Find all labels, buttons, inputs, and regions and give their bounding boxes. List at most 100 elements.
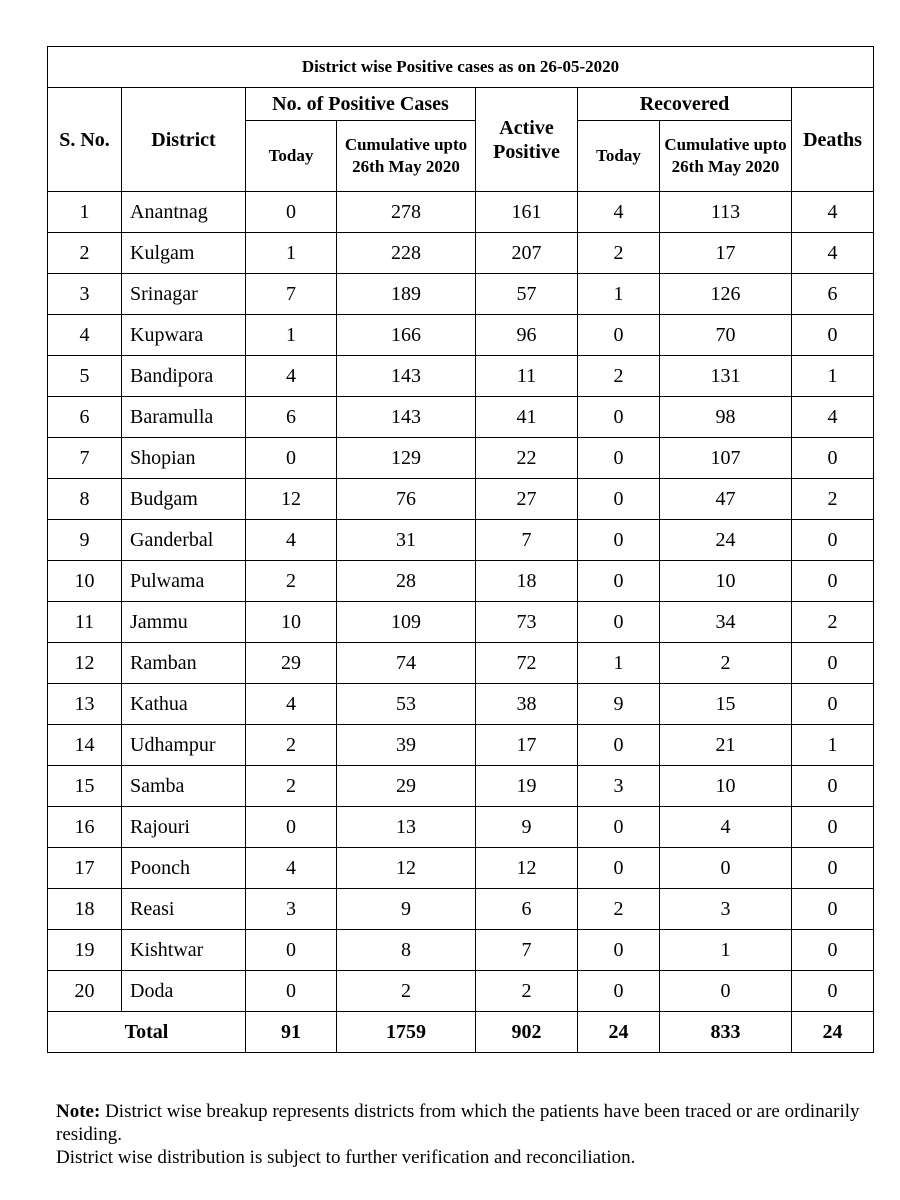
- cell-recovered-cumulative: 10: [659, 765, 792, 807]
- footnote-line-1: Note: District wise breakup represents d…: [56, 1100, 876, 1146]
- header-recovered-cumulative: Cumulative upto 26th May 2020: [659, 120, 792, 192]
- cell-recovered-today: 2: [577, 888, 660, 930]
- district-cases-table: District wise Positive cases as on 26-05…: [46, 46, 875, 1053]
- cell-positive-cumulative: 143: [336, 396, 476, 438]
- total-positive-cumulative: 1759: [336, 1011, 476, 1053]
- cell-district: Pulwama: [121, 560, 246, 602]
- cell-deaths: 1: [790, 355, 875, 397]
- cell-deaths: 0: [790, 683, 875, 725]
- header-recovered-today: Today: [577, 120, 660, 192]
- cell-sno: 17: [47, 847, 122, 889]
- header-district: District: [121, 87, 246, 192]
- cell-active: 9: [475, 806, 578, 848]
- cell-sno: 11: [47, 601, 122, 643]
- cell-sno: 15: [47, 765, 122, 807]
- cell-recovered-today: 1: [577, 273, 660, 315]
- cell-district: Srinagar: [121, 273, 246, 315]
- cell-sno: 3: [47, 273, 122, 315]
- cell-positive-cumulative: 129: [336, 437, 476, 479]
- cell-positive-cumulative: 74: [336, 642, 476, 684]
- cell-positive-today: 2: [245, 724, 337, 766]
- cell-recovered-cumulative: 10: [659, 560, 792, 602]
- cell-recovered-cumulative: 98: [659, 396, 792, 438]
- cell-recovered-today: 9: [577, 683, 660, 725]
- table-row: 11 Jammu 10 109 73 0 34 2: [47, 601, 875, 643]
- cell-recovered-today: 0: [577, 601, 660, 643]
- cell-district: Bandipora: [121, 355, 246, 397]
- cell-deaths: 0: [790, 765, 875, 807]
- table-row: 3 Srinagar 7 189 57 1 126 6: [47, 273, 875, 315]
- cell-active: 38: [475, 683, 578, 725]
- table-row: 1 Anantnag 0 278 161 4 113 4: [47, 191, 875, 233]
- cell-sno: 9: [47, 519, 122, 561]
- cell-sno: 6: [47, 396, 122, 438]
- table-row: 4 Kupwara 1 166 96 0 70 0: [47, 314, 875, 356]
- cell-deaths: 0: [790, 847, 875, 889]
- cell-recovered-today: 0: [577, 437, 660, 479]
- cell-district: Ganderbal: [121, 519, 246, 561]
- cell-recovered-today: 0: [577, 724, 660, 766]
- cell-sno: 20: [47, 970, 122, 1012]
- table-row: 18 Reasi 3 9 6 2 3 0: [47, 888, 875, 930]
- header-positive-cumulative: Cumulative upto 26th May 2020: [336, 120, 476, 192]
- cell-sno: 18: [47, 888, 122, 930]
- table-row: 15 Samba 2 29 19 3 10 0: [47, 765, 875, 807]
- cell-recovered-cumulative: 21: [659, 724, 792, 766]
- cell-deaths: 0: [790, 314, 875, 356]
- cell-recovered-today: 0: [577, 970, 660, 1012]
- cell-positive-today: 4: [245, 847, 337, 889]
- cell-district: Doda: [121, 970, 246, 1012]
- cell-active: 41: [475, 396, 578, 438]
- cell-recovered-cumulative: 0: [659, 847, 792, 889]
- cell-positive-today: 2: [245, 765, 337, 807]
- cell-recovered-cumulative: 47: [659, 478, 792, 520]
- cell-positive-cumulative: 29: [336, 765, 476, 807]
- cell-positive-today: 10: [245, 601, 337, 643]
- cell-positive-today: 2: [245, 560, 337, 602]
- cell-recovered-today: 3: [577, 765, 660, 807]
- cell-sno: 4: [47, 314, 122, 356]
- cell-recovered-today: 0: [577, 560, 660, 602]
- total-positive-today: 91: [245, 1011, 337, 1053]
- cell-recovered-cumulative: 131: [659, 355, 792, 397]
- cell-district: Anantnag: [121, 191, 246, 233]
- table-row: 13 Kathua 4 53 38 9 15 0: [47, 683, 875, 725]
- cell-positive-cumulative: 13: [336, 806, 476, 848]
- cell-positive-today: 4: [245, 519, 337, 561]
- cell-sno: 8: [47, 478, 122, 520]
- header-positive-cases: No. of Positive Cases: [245, 87, 476, 121]
- cell-recovered-today: 1: [577, 642, 660, 684]
- cell-recovered-cumulative: 2: [659, 642, 792, 684]
- cell-active: 19: [475, 765, 578, 807]
- total-label: Total: [47, 1011, 246, 1053]
- cell-recovered-today: 2: [577, 355, 660, 397]
- cell-active: 17: [475, 724, 578, 766]
- cell-recovered-today: 0: [577, 806, 660, 848]
- cell-active: 57: [475, 273, 578, 315]
- cell-recovered-cumulative: 24: [659, 519, 792, 561]
- cell-active: 96: [475, 314, 578, 356]
- header-recovered: Recovered: [577, 87, 792, 121]
- note-text-2: District wise distribution is subject to…: [56, 1147, 636, 1168]
- table-row: 7 Shopian 0 129 22 0 107 0: [47, 437, 875, 479]
- table-row: 14 Udhampur 2 39 17 0 21 1: [47, 724, 875, 766]
- cell-positive-cumulative: 109: [336, 601, 476, 643]
- cell-sno: 1: [47, 191, 122, 233]
- table-row: 20 Doda 0 2 2 0 0 0: [47, 970, 875, 1012]
- table-row: 19 Kishtwar 0 8 7 0 1 0: [47, 929, 875, 971]
- cell-recovered-cumulative: 4: [659, 806, 792, 848]
- cell-positive-today: 29: [245, 642, 337, 684]
- table-row: 2 Kulgam 1 228 207 2 17 4: [47, 232, 875, 274]
- header-positive-today: Today: [245, 120, 337, 192]
- cell-positive-today: 6: [245, 396, 337, 438]
- cell-deaths: 0: [790, 970, 875, 1012]
- cell-positive-cumulative: 76: [336, 478, 476, 520]
- cell-positive-cumulative: 143: [336, 355, 476, 397]
- cell-recovered-today: 0: [577, 396, 660, 438]
- cell-recovered-cumulative: 107: [659, 437, 792, 479]
- table-title: District wise Positive cases as on 26-05…: [46, 46, 875, 88]
- cell-active: 72: [475, 642, 578, 684]
- cell-active: 11: [475, 355, 578, 397]
- cell-recovered-today: 4: [577, 191, 660, 233]
- table-row: 16 Rajouri 0 13 9 0 4 0: [47, 806, 875, 848]
